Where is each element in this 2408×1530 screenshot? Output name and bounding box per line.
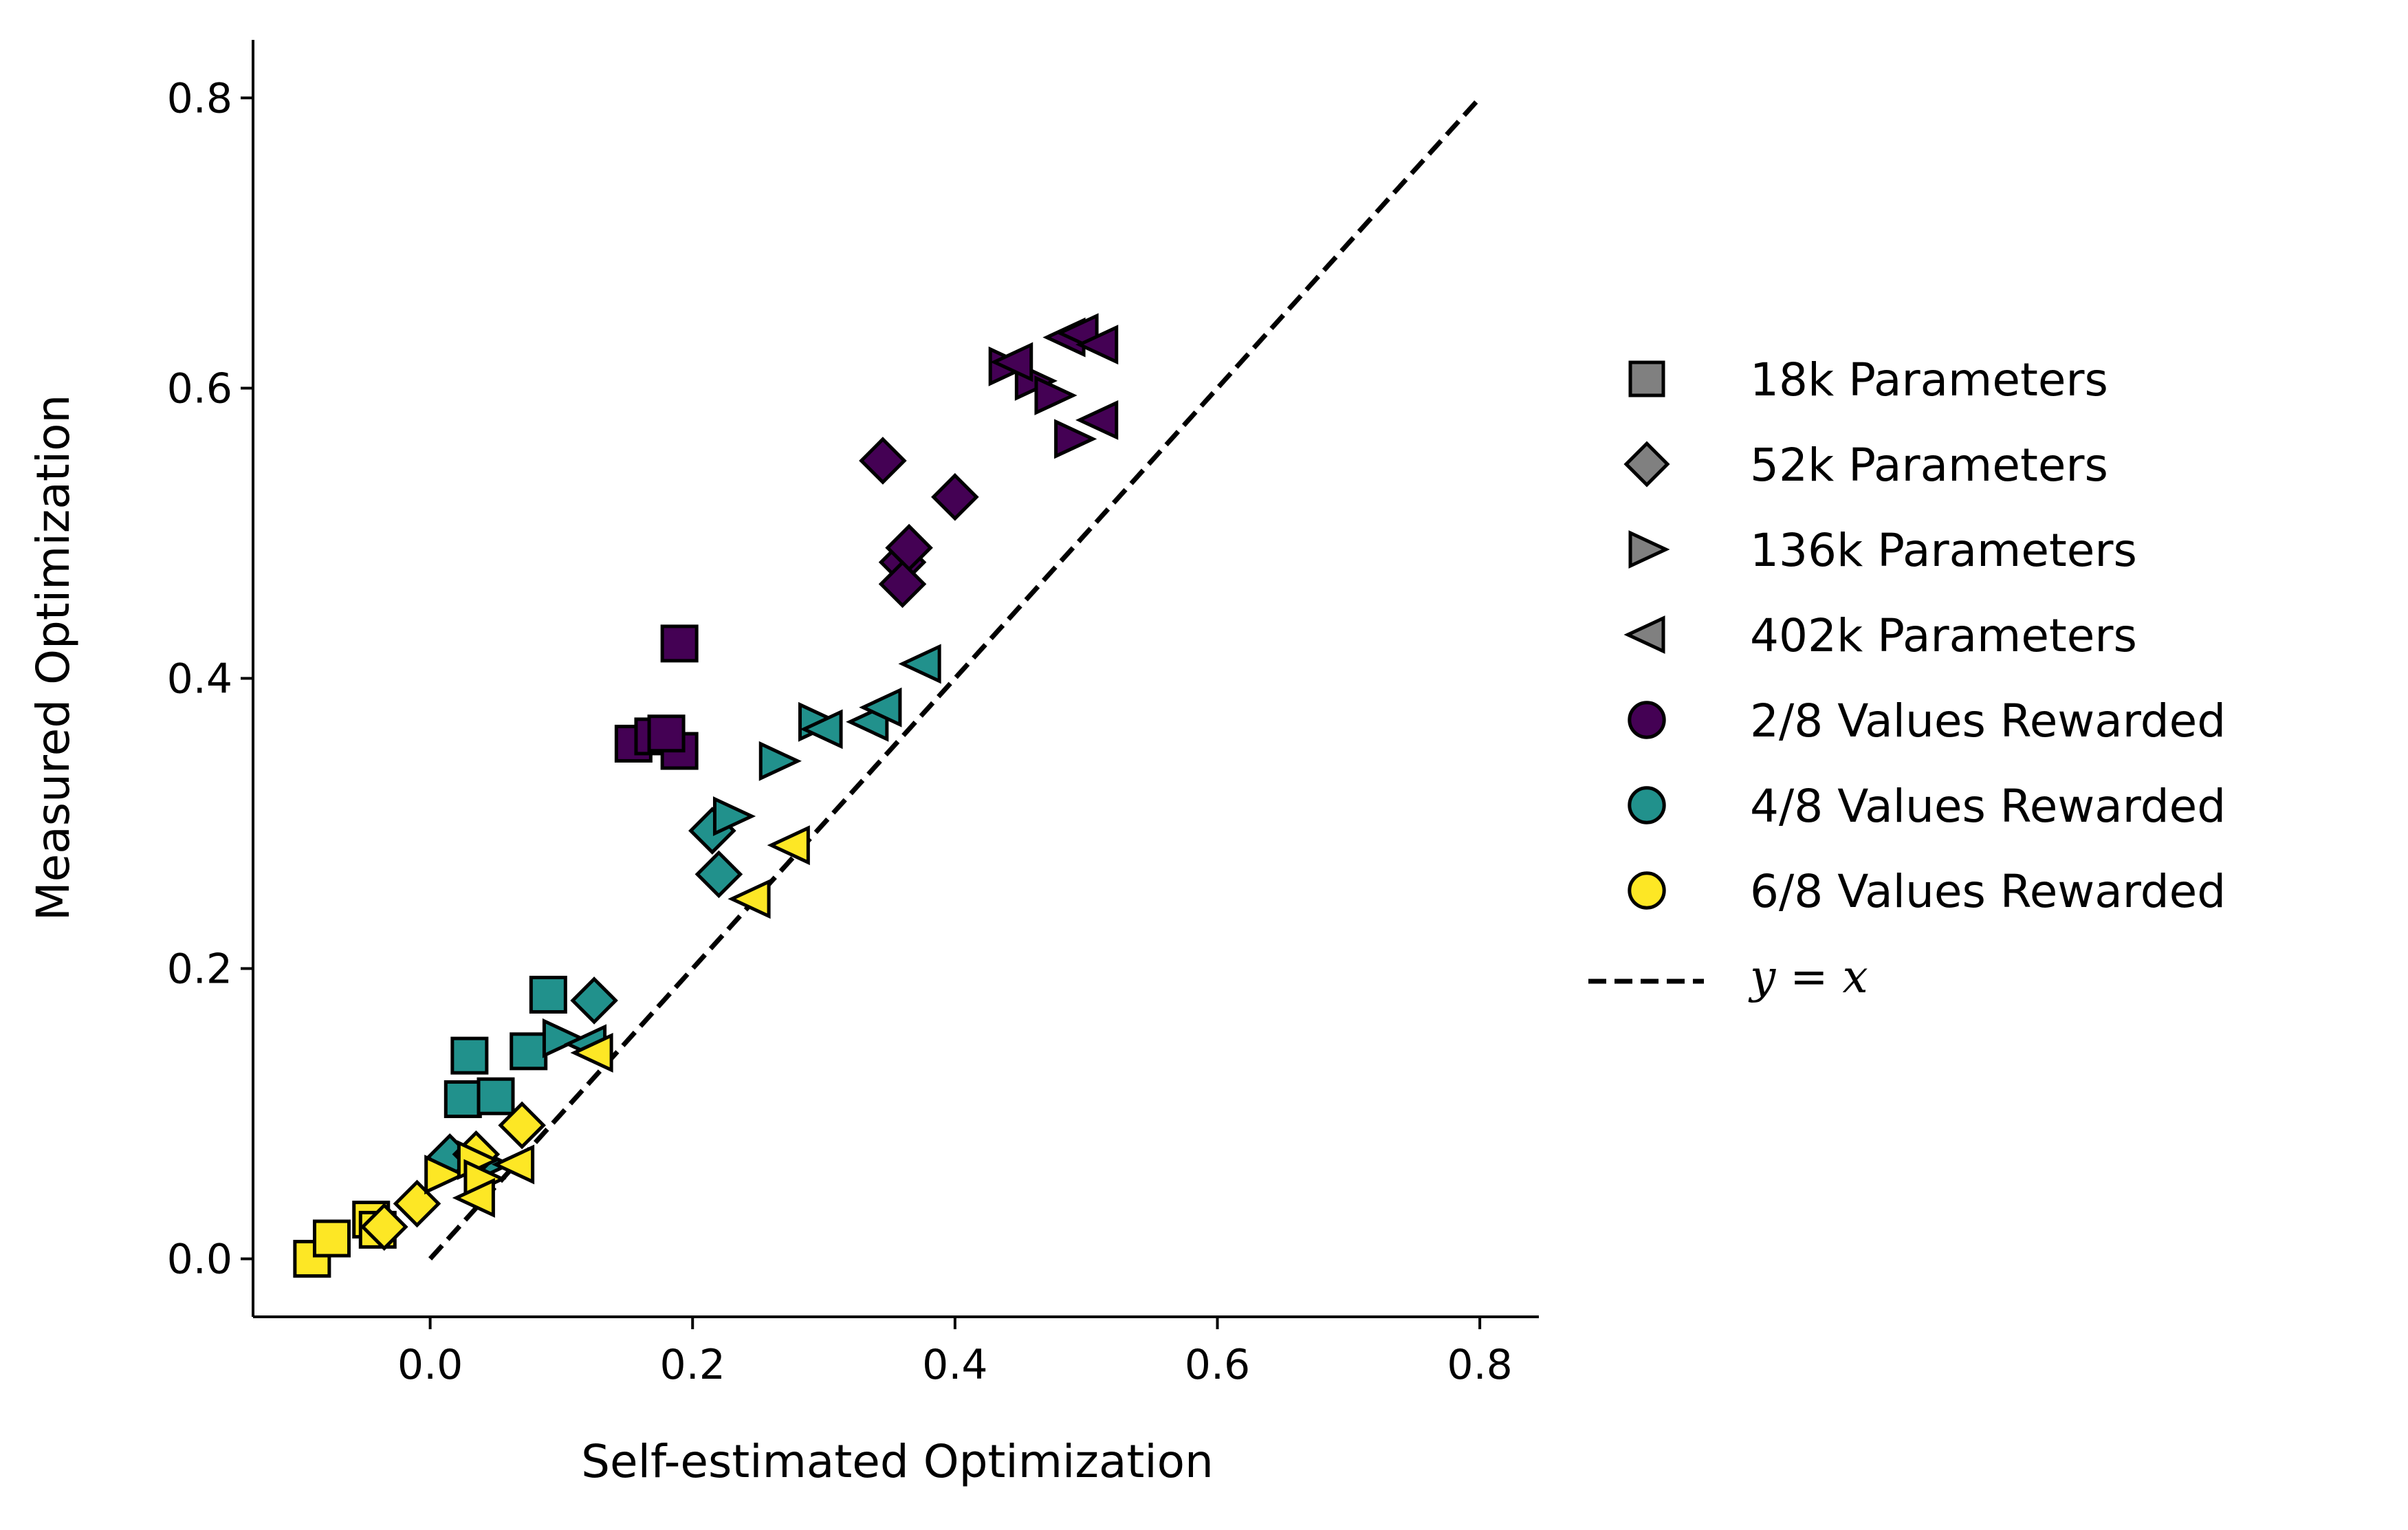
legend-marker-icon <box>1628 530 1670 569</box>
axes: 0.0 0.2 0.4 0.6 0.8 0.0 0.2 0.4 0.6 0.8 Self-estim… <box>27 40 1539 1488</box>
reference-line-y-equals-x <box>428 96 1482 1260</box>
legend-entry: y = x <box>1588 950 1868 1003</box>
legend-entry: 6/8 Values Rewarded <box>1628 865 2226 918</box>
data-point <box>510 1032 548 1071</box>
y-tick-label: 0.2 <box>167 946 232 994</box>
legend: 18k Parameters 52k Parameters 136k Paramet… <box>1588 353 2226 1003</box>
data-point <box>931 472 979 521</box>
legend-entry: 52k Parameters <box>1623 439 2108 492</box>
data-point <box>1054 419 1097 459</box>
data-point <box>727 879 771 919</box>
legend-entry: 402k Parameters <box>1623 609 2137 662</box>
y-tick-label: 0.8 <box>167 74 232 122</box>
data-point <box>767 825 810 866</box>
legend-entry: 18k Parameters <box>1628 353 2108 406</box>
y-tick-label: 0.6 <box>167 364 232 413</box>
data-point <box>452 1178 495 1218</box>
data-point <box>990 342 1033 382</box>
legend-marker-icon <box>1623 615 1665 654</box>
legend-label: 402k Parameters <box>1750 609 2137 662</box>
legend-label: 4/8 Values Rewarded <box>1750 780 2226 833</box>
data-point <box>529 976 567 1014</box>
legend-label: 6/8 Values Rewarded <box>1750 865 2226 918</box>
legend-label: 18k Parameters <box>1750 353 2108 406</box>
data-point <box>859 437 907 485</box>
data-point <box>694 850 743 899</box>
data-point <box>570 1033 613 1073</box>
data-point <box>570 976 618 1025</box>
data-point <box>542 1018 586 1058</box>
legend-label: 2/8 Values Rewarded <box>1750 695 2226 747</box>
data-point <box>424 1155 468 1195</box>
data-point <box>859 687 902 728</box>
legend-marker-icon <box>1628 871 1666 910</box>
plot-area <box>293 96 1482 1278</box>
series-402k-6-of-8 <box>452 825 810 1218</box>
series-402k-4-of-8 <box>563 644 941 1064</box>
data-point <box>444 1080 482 1118</box>
legend-label: y = x <box>1748 950 1868 1003</box>
data-point <box>800 709 843 750</box>
legend-marker-icon <box>1628 701 1666 739</box>
y-axis-title: Measured Optimization <box>27 395 80 921</box>
data-point <box>898 644 941 684</box>
series-52k-2-of-8 <box>859 437 979 609</box>
data-point <box>758 741 802 781</box>
data-point <box>312 1219 351 1258</box>
data-point <box>1075 325 1119 365</box>
y-tick-label: 0.4 <box>167 655 232 703</box>
data-point <box>360 1203 408 1251</box>
x-tick-label: 0.4 <box>922 1341 987 1389</box>
data-point <box>660 624 699 663</box>
x-tick-label: 0.6 <box>1185 1341 1250 1389</box>
data-point <box>491 1144 535 1185</box>
y-tick-label: 0.0 <box>167 1236 232 1284</box>
x-axis-title: Self-estimated Optimization <box>581 1435 1214 1488</box>
series-402k-2-of-8 <box>990 313 1119 440</box>
series-136k-6-of-8 <box>424 1140 507 1199</box>
data-point <box>477 1077 515 1115</box>
series-18k-2-of-8 <box>614 624 699 770</box>
legend-entry: 136k Parameters <box>1628 524 2137 577</box>
legend-entry: 2/8 Values Rewarded <box>1628 695 2226 747</box>
legend-entry: 4/8 Values Rewarded <box>1628 780 2226 833</box>
data-point <box>1034 375 1077 415</box>
data-point <box>647 714 686 753</box>
data-point <box>1075 400 1119 440</box>
x-tick-label: 0.2 <box>660 1341 725 1389</box>
data-point <box>878 560 927 609</box>
x-tick-label: 0.8 <box>1447 1341 1512 1389</box>
legend-label: 52k Parameters <box>1750 439 2108 492</box>
x-tick-label: 0.0 <box>397 1341 463 1389</box>
legend-marker-icon <box>1628 360 1665 397</box>
data-point <box>498 1101 546 1150</box>
series-52k-4-of-8 <box>426 807 743 1181</box>
legend-marker-icon <box>1623 441 1670 488</box>
legend-marker-icon <box>1628 786 1666 824</box>
data-point <box>712 796 756 836</box>
series-18k-4-of-8 <box>444 976 567 1118</box>
data-point <box>450 1036 489 1075</box>
legend-label: 136k Parameters <box>1750 524 2137 577</box>
